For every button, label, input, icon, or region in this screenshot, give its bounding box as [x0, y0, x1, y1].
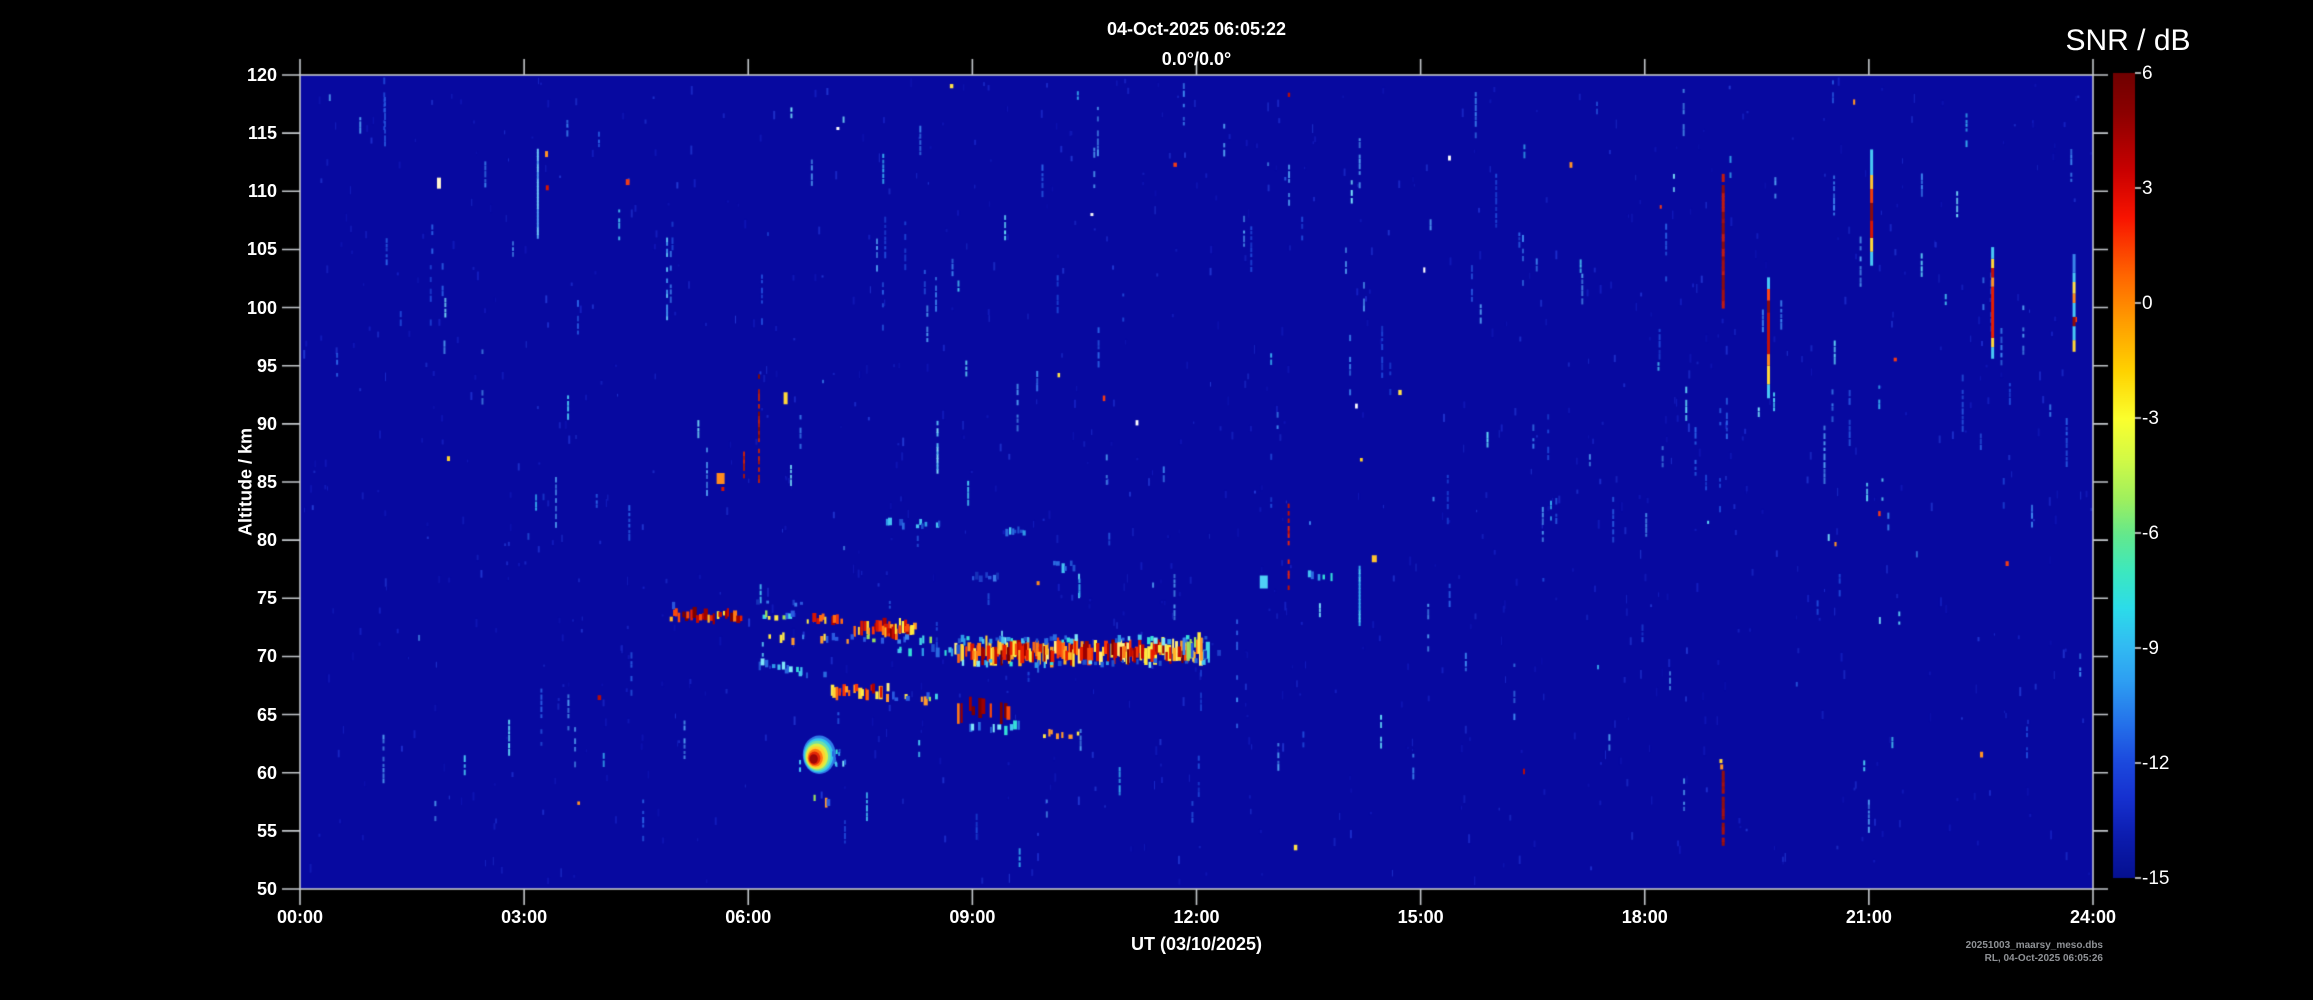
y-tick-label: 90	[256, 413, 277, 434]
file-info-footer: 20251003_maarsy_meso.dbs RL, 04-Oct-2025…	[1966, 939, 2103, 965]
colorbar-tick-label: 6	[2142, 63, 2153, 84]
y-tick-label: 80	[256, 530, 277, 551]
colorbar-tick-label: 3	[2142, 178, 2153, 199]
y-tick-label: 85	[256, 472, 277, 492]
colorbar-tick-label: -6	[2142, 523, 2159, 544]
x-tick-label: 00:00	[276, 907, 324, 927]
x-tick-label: 21:00	[1845, 907, 1892, 927]
y-tick-label: 75	[256, 588, 277, 609]
x-tick-label: 24:00	[2069, 907, 2117, 927]
x-tick-label: 09:00	[949, 907, 996, 927]
colorbar-tick-label: 0	[2142, 293, 2153, 314]
y-tick-label: 50	[256, 879, 277, 899]
colorbar-tick-label: -12	[2142, 753, 2170, 774]
colorbar-tick-label: -3	[2142, 408, 2159, 429]
colorbar-tick-label: -15	[2142, 868, 2170, 889]
plot-title: 04-Oct-2025 06:05:22	[1106, 19, 1287, 39]
beam-direction-label: 0.0°/0.0°	[1161, 49, 1232, 69]
x-tick-label: 18:00	[1621, 907, 1668, 927]
y-tick-label: 120	[246, 65, 277, 85]
y-tick-label: 70	[256, 646, 277, 667]
y-tick-label: 105	[246, 239, 277, 260]
colorbar-title: SNR / dB	[2065, 24, 2191, 57]
footer-filename: 20251003_maarsy_meso.dbs	[1965, 940, 2103, 951]
y-tick-label: 115	[247, 123, 277, 144]
y-tick-label: 100	[246, 297, 277, 318]
x-axis-label: UT (03/10/2025)	[1130, 934, 1263, 954]
y-tick-label: 65	[256, 704, 277, 725]
y-tick-label: 60	[256, 762, 277, 783]
y-tick-label: 95	[256, 355, 277, 376]
x-tick-label: 03:00	[501, 907, 548, 927]
x-tick-label: 12:00	[1173, 907, 1220, 927]
y-tick-label: 55	[256, 820, 277, 841]
x-tick-label: 06:00	[725, 907, 772, 927]
y-tick-label: 110	[247, 181, 277, 202]
footer-timestamp: RL, 04-Oct-2025 06:05:26	[1984, 953, 2103, 964]
x-tick-label: 15:00	[1397, 907, 1444, 927]
colorbar-tick-label: -9	[2142, 638, 2159, 659]
